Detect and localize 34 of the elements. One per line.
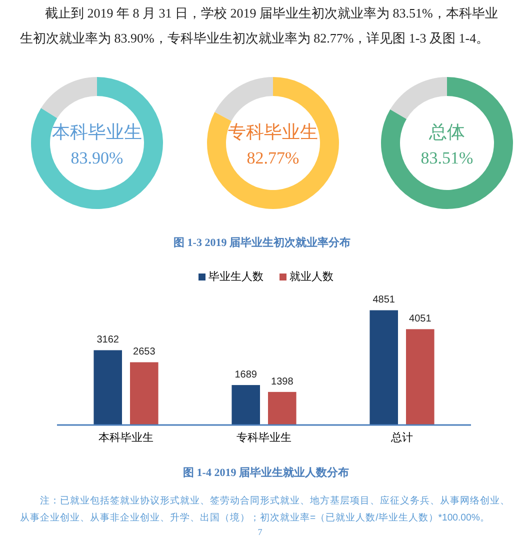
bar xyxy=(94,350,122,425)
x-tick-label: 专科毕业生 xyxy=(236,431,292,444)
text: 图 1-4 2019 届毕业生就业人数分布 xyxy=(183,466,349,479)
data-label: 83.90% xyxy=(70,148,124,168)
bar xyxy=(406,329,434,425)
bar xyxy=(130,362,158,425)
bar xyxy=(232,385,260,425)
donut-slice xyxy=(41,77,97,118)
data-label: 82.77% xyxy=(246,148,300,168)
donut-slice xyxy=(390,77,447,120)
legend-label: 就业人数 xyxy=(290,270,334,283)
text: 专科毕业生 xyxy=(228,122,318,142)
data-label: 1689 xyxy=(234,370,258,381)
data-label: 4851 xyxy=(372,294,396,306)
data-label: 1398 xyxy=(271,376,294,388)
donut-slice xyxy=(381,77,513,209)
text: 注：已就业包括签就业协议形式就业、签劳动合同形式就业、地方基层项目、应征义务兵、从事网络创业、从事企业创业、从事非企业创业、升学、出国（境）；初次就业率=（已就业人数/毕业生人数）*100.00%。 xyxy=(20,494,510,524)
text: 7 xyxy=(258,527,263,537)
bar xyxy=(370,310,398,425)
data-label: 2653 xyxy=(133,346,156,358)
donut-slice xyxy=(207,77,339,209)
legend-label: 毕业生人数 xyxy=(208,270,264,283)
text: 截止到 2019 年 8 月 31 日，学校 2019 届毕业生初次就业率为 83.51%，本科毕业生初次就业率为 83.90%，专科毕业生初次就业率为 82.77%，详见图 1-3 及图 1-4。 xyxy=(20,6,498,46)
text: 总体 xyxy=(428,122,465,142)
bar xyxy=(268,392,296,425)
caption: 图 1-3 2019 届毕业生初次就业率分布 xyxy=(174,236,350,249)
donut-slice xyxy=(214,77,273,121)
text: 本科毕业生 xyxy=(52,122,142,142)
data-label: 4051 xyxy=(409,314,432,325)
donut-slice xyxy=(31,77,163,209)
x-tick-label: 本科毕业生 xyxy=(98,431,154,444)
data-label: 3162 xyxy=(96,334,120,346)
x-tick-label: 总计 xyxy=(390,431,413,444)
data-label: 83.51% xyxy=(420,148,474,168)
